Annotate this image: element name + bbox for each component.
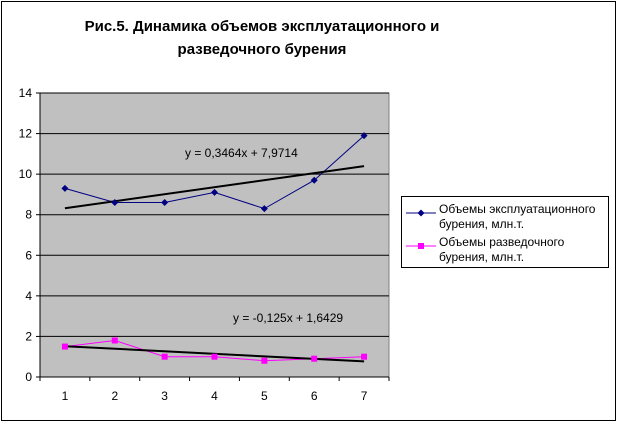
y-tick-label: 0 xyxy=(25,370,32,384)
plot-area xyxy=(39,92,390,378)
y-tick-label: 8 xyxy=(25,208,32,222)
data-point-series-2 xyxy=(311,355,318,362)
data-point-series-1 xyxy=(260,205,268,213)
x-tick-label: 3 xyxy=(161,389,168,403)
data-point-series-2 xyxy=(261,357,268,364)
data-point-series-2 xyxy=(161,353,168,360)
data-point-series-1 xyxy=(360,132,368,140)
y-tick-label: 12 xyxy=(19,127,33,141)
legend-item-series-2: Объемы разведочного бурения, млн.т. xyxy=(406,235,606,269)
y-tick-label: 10 xyxy=(19,167,33,181)
data-point-series-1 xyxy=(161,199,169,207)
data-point-series-2 xyxy=(111,337,118,344)
y-tick-label: 2 xyxy=(25,329,32,343)
legend-marker-series-1 xyxy=(406,209,436,217)
data-point-series-1 xyxy=(310,176,318,184)
legend-label-series-1: Объемы эксплуатационного бурения, млн.т. xyxy=(439,202,596,231)
data-point-series-1 xyxy=(211,188,218,196)
data-point-series-1 xyxy=(61,184,69,192)
x-tick-label: 4 xyxy=(211,389,218,403)
y-tick-label: 14 xyxy=(19,86,33,100)
y-tick-label: 6 xyxy=(25,248,32,262)
x-tick-label: 6 xyxy=(311,389,318,403)
chart-legend: Объемы эксплуатационного бурения, млн.т.… xyxy=(401,196,609,268)
data-point-series-2 xyxy=(361,353,368,360)
legend-item-series-1: Объемы эксплуатационного бурения, млн.т. xyxy=(406,202,606,236)
legend-marker-series-2 xyxy=(406,243,436,249)
data-point-series-2 xyxy=(211,353,218,360)
trendline-equation-series-2: y = -0,125x + 1,6429 xyxy=(233,311,343,325)
legend-label-series-2: Объемы разведочного бурения, млн.т. xyxy=(439,235,565,264)
data-point-series-2 xyxy=(61,343,68,350)
trendline-equation-series-1: y = 0,3464x + 7,9714 xyxy=(185,146,298,160)
chart-title-line-1: Рис.5. Динамика объемов эксплуатационног… xyxy=(84,18,440,35)
x-tick-label: 1 xyxy=(62,389,69,403)
x-tick-label: 7 xyxy=(361,389,368,403)
chart-title-line-2: разведочного бурения xyxy=(177,41,347,58)
x-tick-label: 2 xyxy=(111,389,118,403)
data-point-series-1 xyxy=(111,199,119,207)
x-tick-label: 5 xyxy=(261,389,268,403)
y-tick-label: 4 xyxy=(25,289,32,303)
